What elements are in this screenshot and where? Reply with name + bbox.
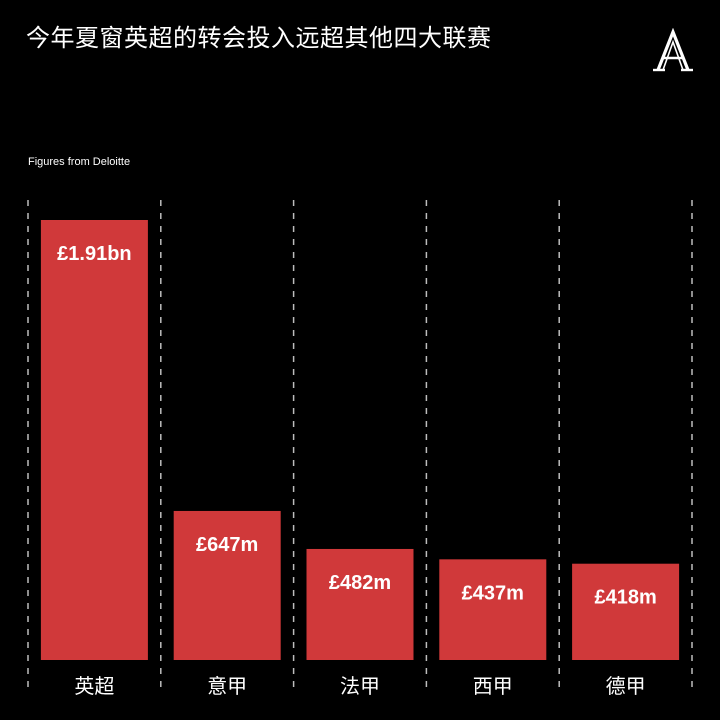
bar-1 xyxy=(173,510,281,660)
bar-value-label: £1.91bn xyxy=(57,243,131,265)
category-label: 德甲 xyxy=(606,674,646,698)
page-title: 今年夏窗英超的转会投入远超其他四大联赛 xyxy=(26,24,492,52)
grid-layer xyxy=(27,200,693,692)
category-label: 英超 xyxy=(74,674,114,698)
category-label: 法甲 xyxy=(340,674,380,698)
athletic-a-logo-icon xyxy=(653,28,693,72)
bar-2 xyxy=(306,548,414,660)
bar-0 xyxy=(40,220,148,660)
category-label: 西甲 xyxy=(473,674,513,698)
bar-value-label: £437m xyxy=(462,582,524,604)
bar-4 xyxy=(572,563,680,660)
category-label: 意甲 xyxy=(207,674,247,698)
source-note: Figures from Deloitte xyxy=(28,156,131,168)
bar-layer xyxy=(40,220,680,660)
bar-3 xyxy=(439,559,547,660)
bar-value-label: £482m xyxy=(329,572,391,594)
bar-value-label: £647m xyxy=(196,534,258,556)
label-layer: £1.91bn 英超 £647m 意甲 £482m 法甲 £437m 西甲 £418m 德甲 xyxy=(57,243,657,698)
bar-value-label: £418m xyxy=(594,587,656,609)
